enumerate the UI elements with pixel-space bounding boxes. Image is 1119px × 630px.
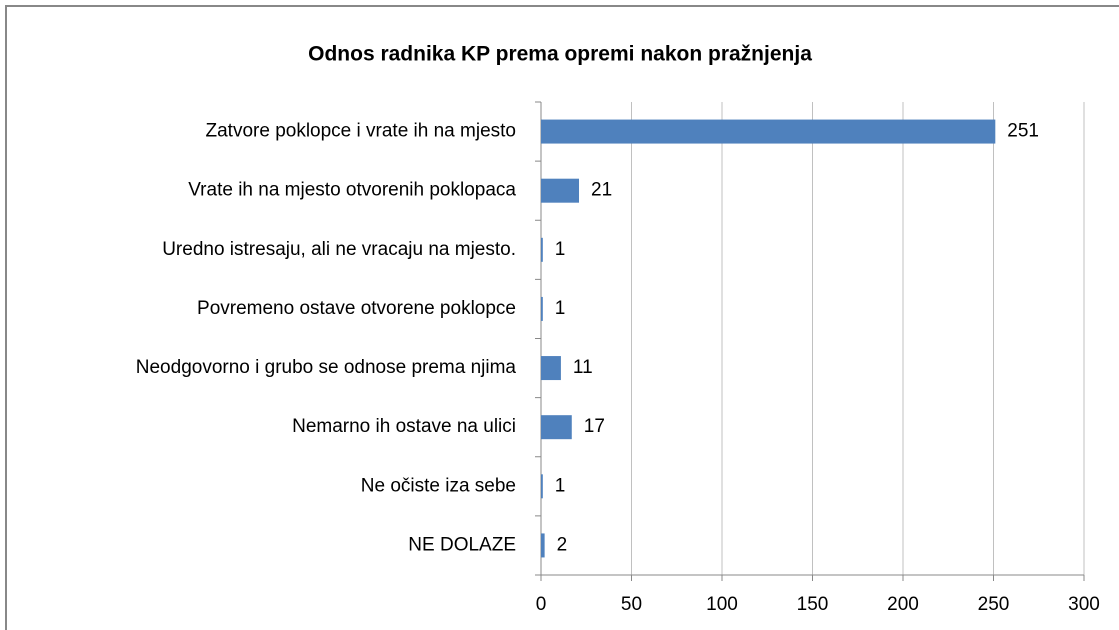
y-tick-label: Nemarno ih ostave na ulici [292,416,516,437]
y-tick-label: Uredno istresaju, ali ne vracaju na mjes… [162,239,516,260]
x-tick-label: 100 [706,594,738,615]
value-label: 1 [555,475,566,496]
x-tick-label: 0 [536,594,547,615]
y-tick-label: Zatvore poklopce i vrate ih na mjesto [206,121,517,142]
value-label: 1 [555,298,566,319]
bar [541,119,996,144]
y-tick-label: Neodgovorno i grubo se odnose prema njim… [136,357,517,378]
chart-frame [5,5,1119,630]
x-tick-label: 300 [1068,594,1100,615]
y-tick-label: Povremeno ostave otvorene poklopce [197,298,516,319]
bar [541,178,580,203]
value-label: 251 [1007,121,1039,142]
bar [541,356,561,381]
value-label: 21 [591,180,612,201]
y-tick-label: Ne očiste iza sebe [361,475,516,496]
bar [541,474,543,499]
bar [541,237,543,262]
x-tick-label: 50 [621,594,642,615]
bar [541,533,545,558]
value-label: 11 [573,357,593,378]
y-tick-label: Vrate ih na mjesto otvorenih poklopaca [188,180,516,201]
value-label: 17 [584,416,605,437]
y-tick-label: NE DOLAZE [408,534,516,555]
value-label: 1 [555,239,566,260]
x-tick-label: 150 [797,594,829,615]
chart-title: Odnos radnika KP prema opremi nakon praž… [308,43,812,66]
bar [541,415,572,440]
bar [541,296,543,321]
x-tick-label: 250 [978,594,1010,615]
x-tick-label: 200 [887,594,919,615]
value-label: 2 [557,534,568,555]
